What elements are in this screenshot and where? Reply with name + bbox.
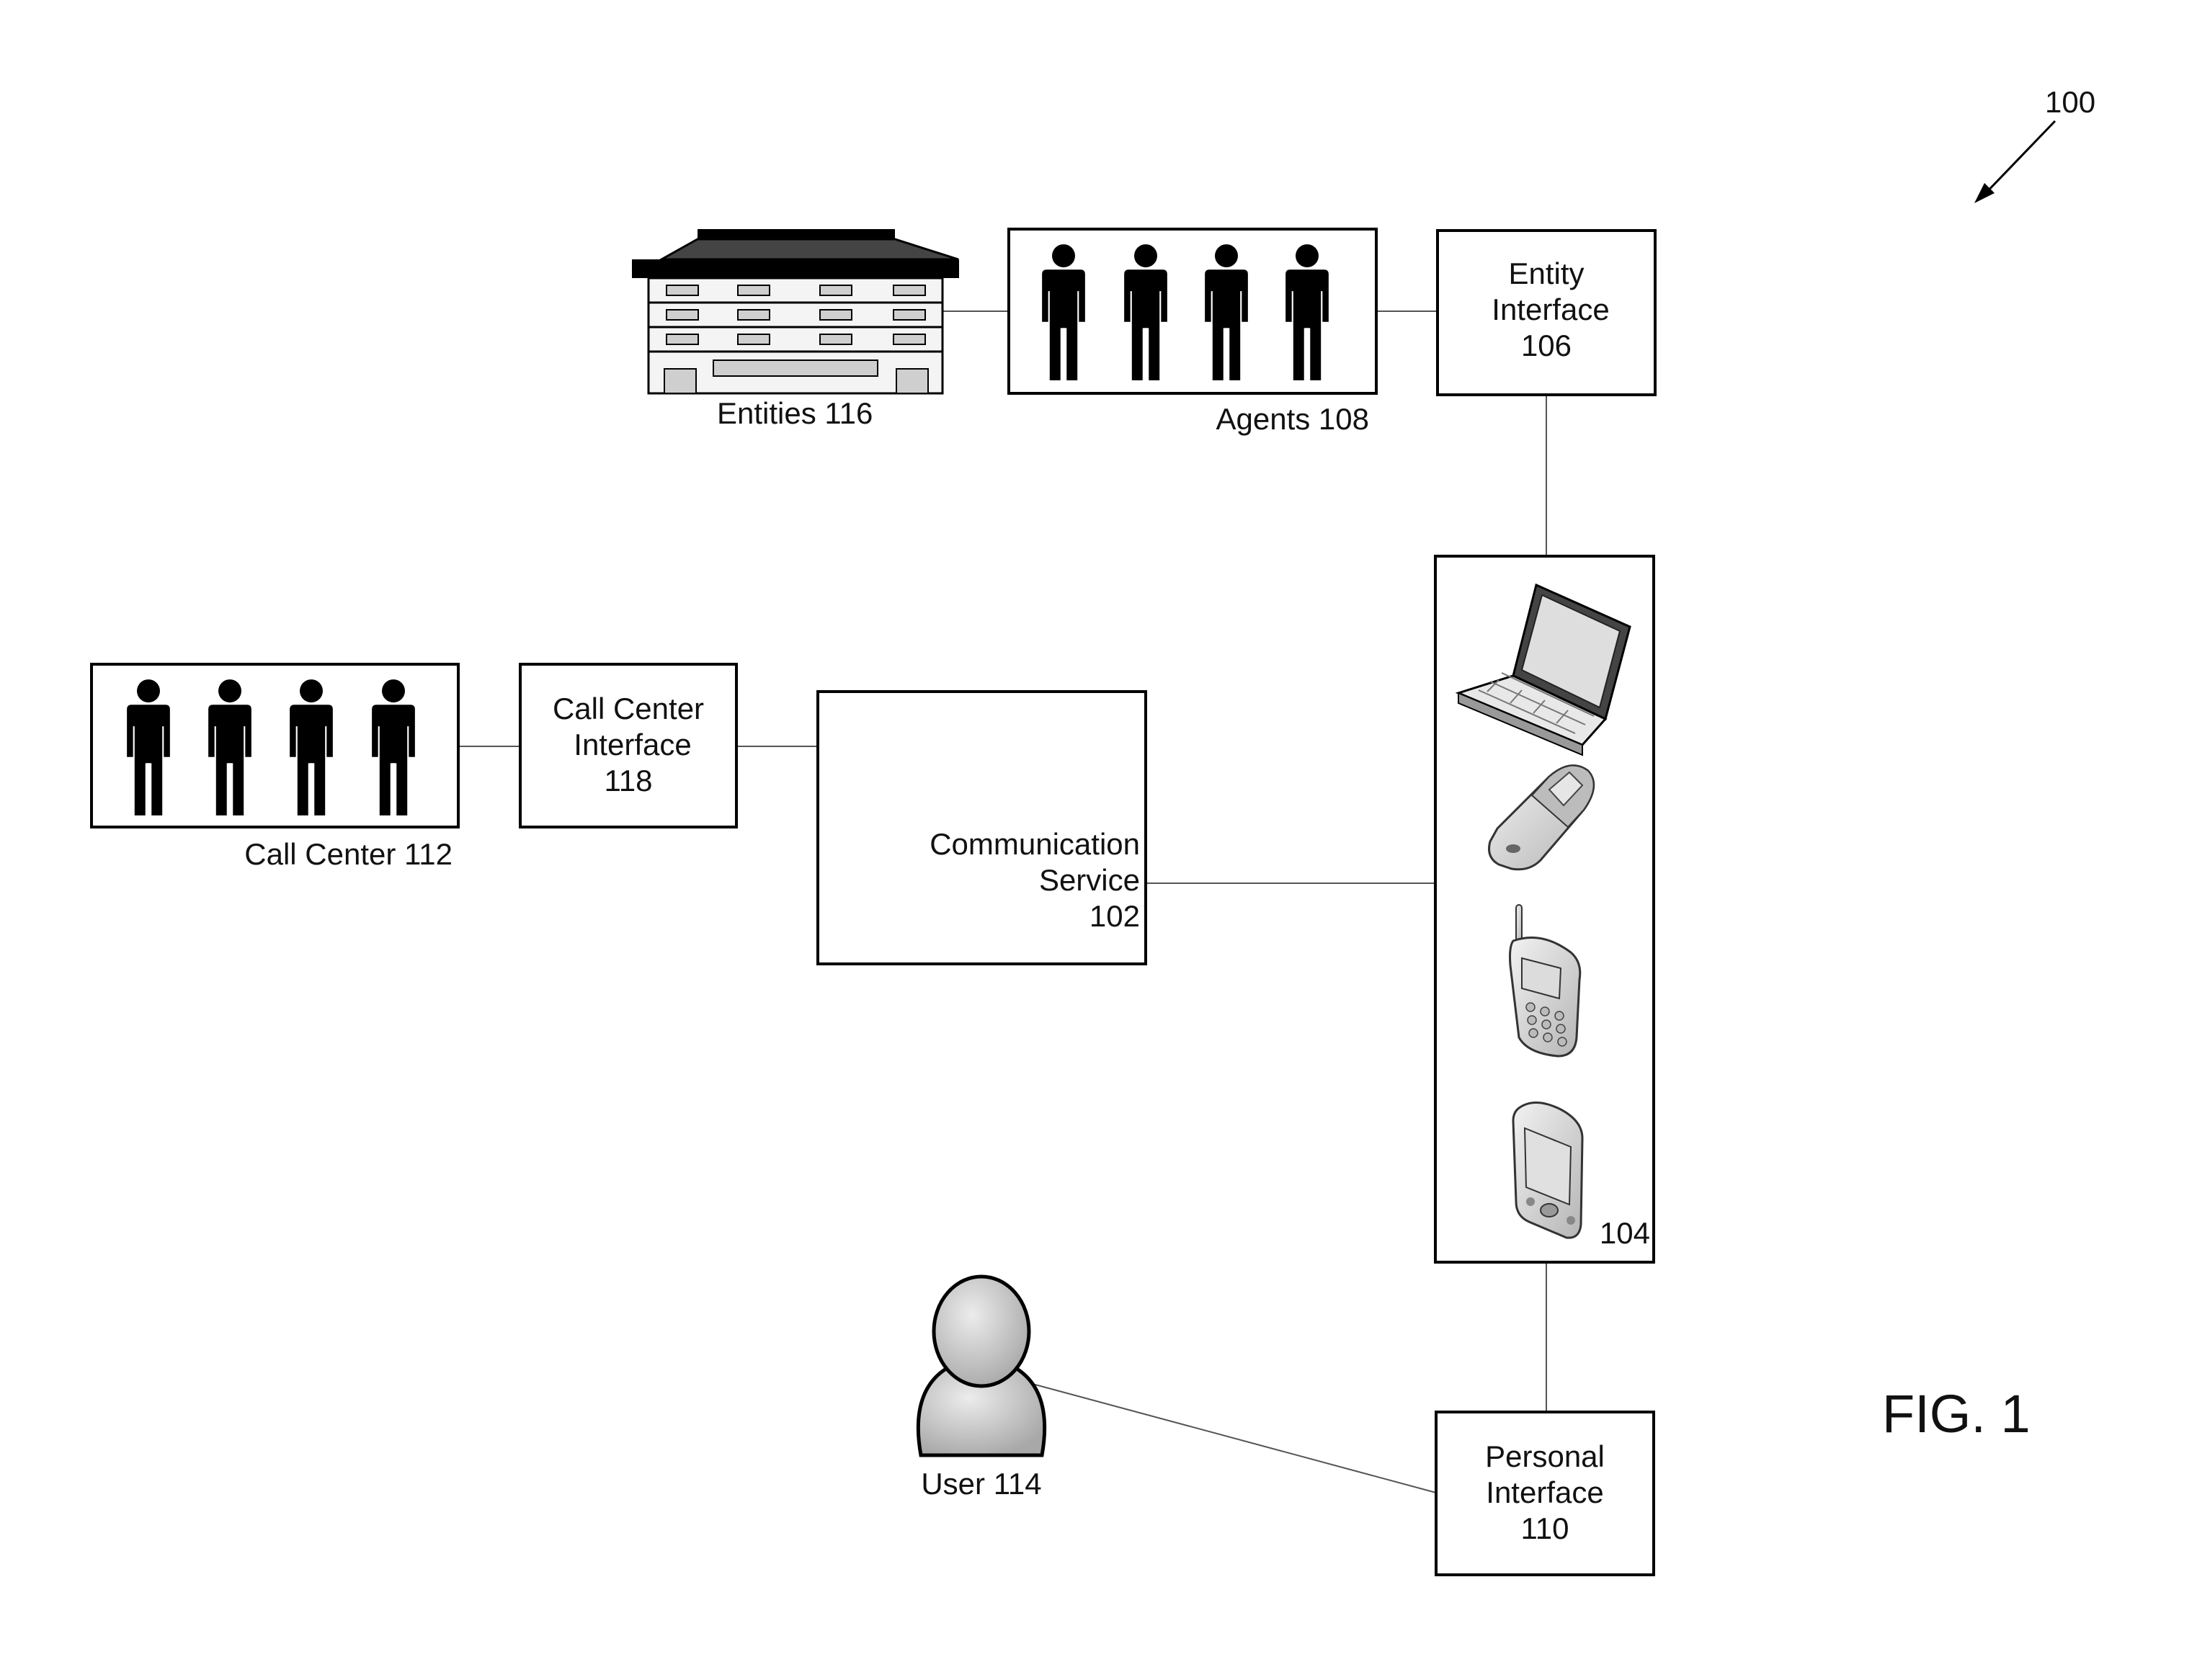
connector-user-personal-interface: [987, 1372, 1436, 1493]
call-center-interface-line1: Call Center: [553, 692, 704, 725]
personal-interface-line3: 110: [1521, 1511, 1569, 1545]
reference-100: 100: [1974, 85, 2095, 203]
reference-number: 100: [2045, 85, 2095, 119]
figure-label: FIG. 1: [1882, 1384, 2031, 1444]
communication-service-line3: 102: [1089, 899, 1140, 933]
entities-building: Entities 116: [632, 229, 959, 430]
building-roof: [661, 239, 958, 259]
agents-label: Agents 108: [1216, 402, 1369, 436]
entities-label: Entities 116: [717, 396, 873, 430]
communication-service-line2: Service: [1039, 863, 1140, 897]
call-center-interface-line2: Interface: [574, 728, 691, 761]
communication-service-box: Communication Service 102: [818, 692, 1146, 964]
user-label: User 114: [921, 1467, 1041, 1501]
entity-interface-box: Entity Interface 106: [1438, 231, 1655, 395]
user-avatar-icon: User 114: [906, 1277, 1057, 1501]
entity-interface-line3: 106: [1521, 329, 1572, 362]
agents-box: Agents 108: [1009, 229, 1376, 436]
personal-interface-line2: Interface: [1486, 1475, 1603, 1509]
personal-interface-box: Personal Interface 110: [1436, 1412, 1654, 1575]
reference-arrow-line: [1983, 121, 2055, 196]
call-center-interface-box: Call Center Interface 118: [520, 664, 736, 827]
devices-box: 104: [1435, 556, 1654, 1262]
devices-label: 104: [1600, 1216, 1650, 1250]
communication-service-line1: Communication: [930, 827, 1140, 861]
building-roof-cap: [698, 229, 895, 239]
personal-interface-line1: Personal: [1485, 1439, 1605, 1473]
building-roof-band: [632, 259, 959, 278]
call-center-interface-line3: 118: [605, 764, 653, 797]
entity-interface-line2: Interface: [1492, 292, 1609, 326]
call-center-box: Call Center 112: [92, 664, 458, 871]
call-center-label: Call Center 112: [244, 837, 453, 871]
pda-icon: [1513, 1102, 1582, 1238]
entity-interface-line1: Entity: [1508, 256, 1584, 290]
